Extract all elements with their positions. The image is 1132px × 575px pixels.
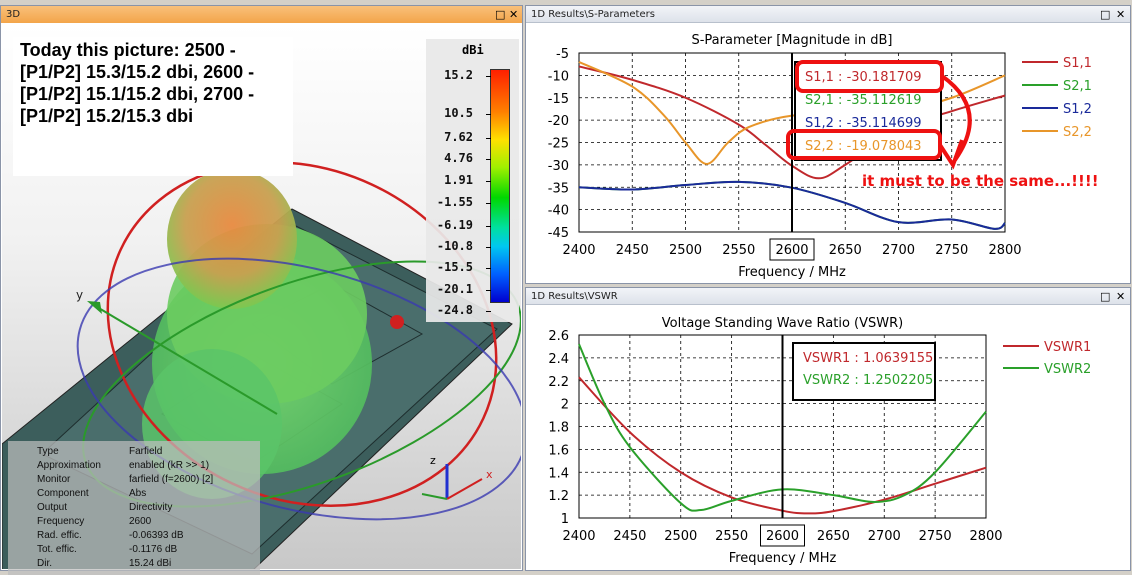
info-value: Abs xyxy=(129,488,147,499)
colorbar-tick-label: 4.76 xyxy=(444,151,473,165)
info-label: Monitor xyxy=(37,474,71,485)
close-button[interactable]: ✕ xyxy=(1116,8,1126,21)
info-row: Component Abs xyxy=(37,487,257,501)
colorbar-tick-label: 15.2 xyxy=(444,68,473,82)
colorbar-tick xyxy=(486,290,491,291)
colorbar-tick xyxy=(486,159,491,160)
window-vswr-title: 1D Results\VSWR xyxy=(531,291,618,302)
info-value: -0.06393 dB xyxy=(129,530,184,541)
info-label: Rad. effic. xyxy=(37,530,82,541)
info-label: Component xyxy=(37,488,89,499)
note-line: [P1/P2] 15.1/15.2 dbi, 2700 - xyxy=(20,84,255,104)
farfield-info-panel: Type Farfield Approximation enabled (kR >> … xyxy=(8,441,260,575)
info-row: Output Directivity xyxy=(37,501,257,515)
info-row: Tot. effic. -0.1176 dB xyxy=(37,543,257,557)
info-value: 2600 xyxy=(129,516,152,527)
colorbar-tick-label: -20.1 xyxy=(436,282,473,296)
colorbar-tick-label: 1.91 xyxy=(444,173,473,187)
axis-label-z: z xyxy=(430,454,436,467)
window-vswr: 1D Results\VSWR □ ✕ xyxy=(525,287,1131,571)
colorbar-tick xyxy=(486,268,491,269)
colorbar-tick-label: -24.8 xyxy=(436,303,473,317)
window-3d-titlebar[interactable]: 3D □ ✕ xyxy=(1,6,522,23)
note-line: [P1/P2] 15.2/15.3 dbi xyxy=(20,106,194,126)
info-label: Output xyxy=(37,502,68,513)
colorbar-unit: dBi xyxy=(462,43,484,57)
info-label: Approximation xyxy=(37,460,101,471)
info-label: Type xyxy=(37,446,59,457)
maximize-button[interactable]: □ xyxy=(1100,290,1111,303)
axis-label-y: y xyxy=(76,288,83,302)
colorbar-tick xyxy=(486,311,491,312)
window-sparameters-title: 1D Results\S-Parameters xyxy=(531,9,655,20)
info-row: Frequency 2600 xyxy=(37,515,257,529)
note-textbox: Today this picture: 2500 - [P1/P2] 15.3/… xyxy=(13,37,293,176)
colorbar-tick xyxy=(486,247,491,248)
window-vswr-titlebar[interactable]: 1D Results\VSWR □ ✕ xyxy=(526,288,1130,305)
info-row: Approximation enabled (kR >> 1) xyxy=(37,459,257,473)
colorbar-tick-label: 10.5 xyxy=(444,106,473,120)
colorbar-tick-label: -6.19 xyxy=(436,218,473,232)
window-sparameters-titlebar[interactable]: 1D Results\S-Parameters □ ✕ xyxy=(526,6,1130,23)
colorbar-tick-label: 7.62 xyxy=(444,130,473,144)
colorbar-tick xyxy=(486,203,491,204)
info-value: 15.24 dBi xyxy=(129,558,172,569)
info-value: farfield (f=2600) [2] xyxy=(129,474,214,485)
info-row: Rad. effic. -0.06393 dB xyxy=(37,529,257,543)
colorbar-gradient xyxy=(490,69,510,303)
close-button[interactable]: ✕ xyxy=(509,8,519,21)
maximize-button[interactable]: □ xyxy=(495,8,506,21)
window-3d: 3D □ ✕ y z x xyxy=(0,5,523,575)
info-label: Frequency xyxy=(37,516,85,527)
colorbar-tick xyxy=(486,76,491,77)
colorbar-tick-label: -10.8 xyxy=(436,239,473,253)
maximize-button[interactable]: □ xyxy=(1100,8,1111,21)
axis-label-x: x xyxy=(486,468,493,481)
colorbar-tick xyxy=(486,181,491,182)
note-line: Today this picture: 2500 - xyxy=(20,40,236,60)
colorbar-tick-label: -15.5 xyxy=(436,260,473,274)
info-row: Type Farfield xyxy=(37,445,257,459)
port-marker-icon xyxy=(390,315,404,329)
window-sparameters: 1D Results\S-Parameters □ ✕ xyxy=(525,5,1131,284)
colorbar-tick-label: -1.55 xyxy=(436,195,473,209)
colorbar-legend: dBi 15.2 10.5 7.62 4.76 1.91 -1.55 -6.19 -10.8 -… xyxy=(426,39,519,322)
colorbar-tick xyxy=(486,114,491,115)
colorbar-tick xyxy=(486,138,491,139)
window-3d-title: 3D xyxy=(6,9,21,20)
info-row: Dir. 15.24 dBi xyxy=(37,557,257,571)
info-label: Dir. xyxy=(37,558,52,569)
info-value: Farfield xyxy=(129,446,163,457)
info-value: -0.1176 dB xyxy=(129,544,178,555)
info-row: Monitor farfield (f=2600) [2] xyxy=(37,473,257,487)
note-line: [P1/P2] 15.3/15.2 dbi, 2600 - xyxy=(20,62,255,82)
colorbar-tick xyxy=(486,226,491,227)
axis-circle-blue xyxy=(76,257,521,521)
info-value: enabled (kR >> 1) xyxy=(129,460,210,471)
info-label: Tot. effic. xyxy=(37,544,77,555)
radiation-pattern-top xyxy=(167,169,297,309)
info-value: Directivity xyxy=(129,502,173,513)
close-button[interactable]: ✕ xyxy=(1116,290,1126,303)
